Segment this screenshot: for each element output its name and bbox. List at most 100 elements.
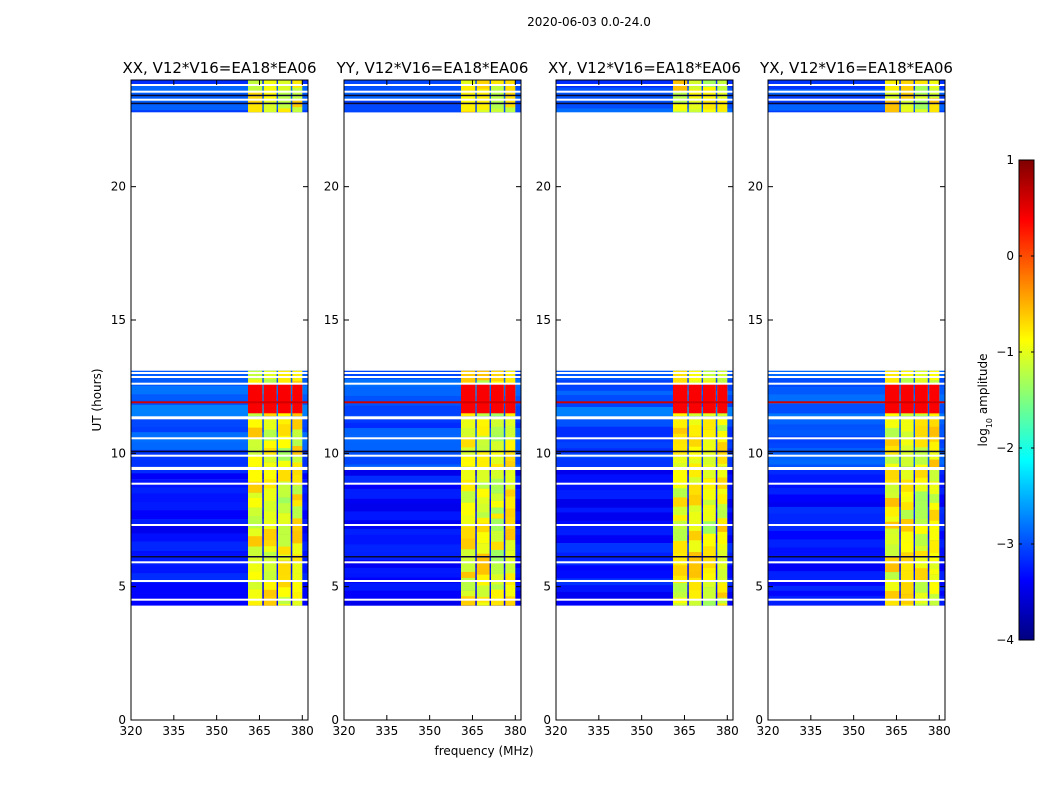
- flagged-row: [768, 468, 945, 470]
- rfi-band-cell: [915, 414, 928, 417]
- heat-row: [131, 92, 308, 101]
- dark-row: [768, 556, 945, 558]
- flagged-row: [344, 376, 521, 378]
- rfi-band-cell: [263, 581, 277, 591]
- heat-row: [344, 503, 521, 512]
- heat-row: [768, 474, 945, 484]
- rfi-band-cell: [688, 560, 702, 572]
- rfi-band-cell: [248, 103, 263, 113]
- rfi-band-cell: [673, 469, 688, 483]
- rfi-band-cell: [673, 488, 688, 498]
- rfi-band-cell: [703, 499, 716, 506]
- rfi-band-cell: [491, 584, 504, 590]
- rfi-band-cell: [491, 80, 504, 86]
- heat-row: [344, 370, 521, 380]
- rfi-band-cell: [505, 596, 516, 606]
- x-tick-label: 335: [162, 724, 185, 738]
- heat-row: [344, 428, 521, 436]
- heat-row: [131, 386, 308, 395]
- rfi-band-cell: [929, 502, 940, 511]
- rfi-band-cell: [885, 590, 900, 600]
- rfi-band-cell: [491, 574, 504, 585]
- rfi-band-cell: [885, 492, 900, 499]
- rfi-band-cell: [278, 565, 291, 576]
- rfi-band-cell: [929, 80, 940, 88]
- rfi-band-cell: [885, 498, 900, 508]
- flagged-row: [344, 482, 521, 485]
- heat-row: [768, 89, 945, 97]
- rfi-band-cell: [292, 455, 303, 463]
- colorbar-gradient: [1018, 159, 1035, 641]
- flagged-row: [131, 524, 308, 526]
- rfi-band-cell: [915, 477, 928, 485]
- rfi-band-cell: [900, 542, 914, 553]
- dark-row: [556, 450, 733, 453]
- rfi-band-cell: [688, 530, 702, 541]
- rfi-band-cell: [278, 460, 291, 467]
- rfi-band-cell: [915, 483, 928, 492]
- rfi-band-cell: [476, 482, 490, 489]
- rfi-band-cell: [703, 568, 716, 574]
- strong-rfi-cell: [248, 384, 263, 414]
- flagged-row: [768, 561, 945, 564]
- flagged-row: [344, 580, 521, 582]
- rfi-band-cell: [263, 595, 277, 606]
- flagged-row: [344, 454, 521, 457]
- rfi-band-cell: [292, 469, 303, 475]
- strong-rfi-cell: [491, 384, 504, 414]
- rfi-band-cell: [461, 469, 476, 481]
- rfi-band-cell: [476, 426, 490, 437]
- rfi-band-cell: [292, 107, 303, 113]
- rfi-band-cell: [885, 427, 900, 438]
- rfi-band-cell: [505, 517, 516, 530]
- heat-row: [768, 605, 945, 606]
- rfi-band-cell: [278, 448, 291, 462]
- rfi-band-cell: [688, 370, 702, 382]
- heat-row: [344, 86, 521, 92]
- heat-row: [131, 427, 308, 433]
- rfi-band-cell: [292, 87, 303, 100]
- heat-row: [344, 483, 521, 490]
- rfi-band-cell: [688, 418, 702, 426]
- rfi-band-cell: [476, 523, 490, 533]
- heat-row: [344, 405, 521, 416]
- heat-row: [768, 418, 945, 425]
- rfi-band-cell: [900, 531, 914, 544]
- rfi-band-cell: [703, 464, 716, 467]
- rfi-band-cell: [292, 440, 303, 447]
- rfi-band-cell: [929, 569, 940, 575]
- y-tick-label: 0: [118, 713, 126, 727]
- rfi-band-cell: [900, 418, 914, 432]
- heat-row: [131, 404, 308, 414]
- rfi-band-cell: [505, 418, 516, 427]
- rfi-band-cell: [717, 442, 728, 454]
- rfi-band-cell: [248, 507, 263, 517]
- heat-row: [131, 573, 308, 583]
- heat-row: [344, 498, 521, 504]
- rfi-band-cell: [717, 418, 728, 426]
- rfi-band-cell: [885, 528, 900, 535]
- flagged-row: [344, 98, 521, 101]
- rfi-band-cell: [900, 552, 914, 564]
- x-tick-label: 365: [885, 724, 908, 738]
- heat-row: [131, 510, 308, 520]
- rfi-band-cell: [885, 445, 900, 455]
- rfi-band-cell: [292, 573, 303, 581]
- rfi-band-cell: [491, 441, 504, 451]
- heat-row: [131, 541, 308, 552]
- rfi-band-cell: [885, 437, 900, 447]
- rfi-band-cell: [717, 518, 728, 526]
- rfi-band-cell: [900, 439, 914, 446]
- heat-row: [344, 443, 521, 453]
- rfi-band-cell: [505, 425, 516, 433]
- rfi-band-cell: [915, 418, 928, 427]
- rfi-band-cell: [263, 488, 277, 502]
- rfi-band-cell: [248, 370, 263, 381]
- heat-row: [768, 424, 945, 430]
- rfi-band-cell: [885, 479, 900, 485]
- y-tick-label: 5: [118, 580, 126, 594]
- rfi-band-cell: [915, 580, 928, 593]
- flagged-row: [131, 561, 308, 564]
- heat-row: [556, 570, 733, 579]
- rfi-band-cell: [915, 545, 928, 552]
